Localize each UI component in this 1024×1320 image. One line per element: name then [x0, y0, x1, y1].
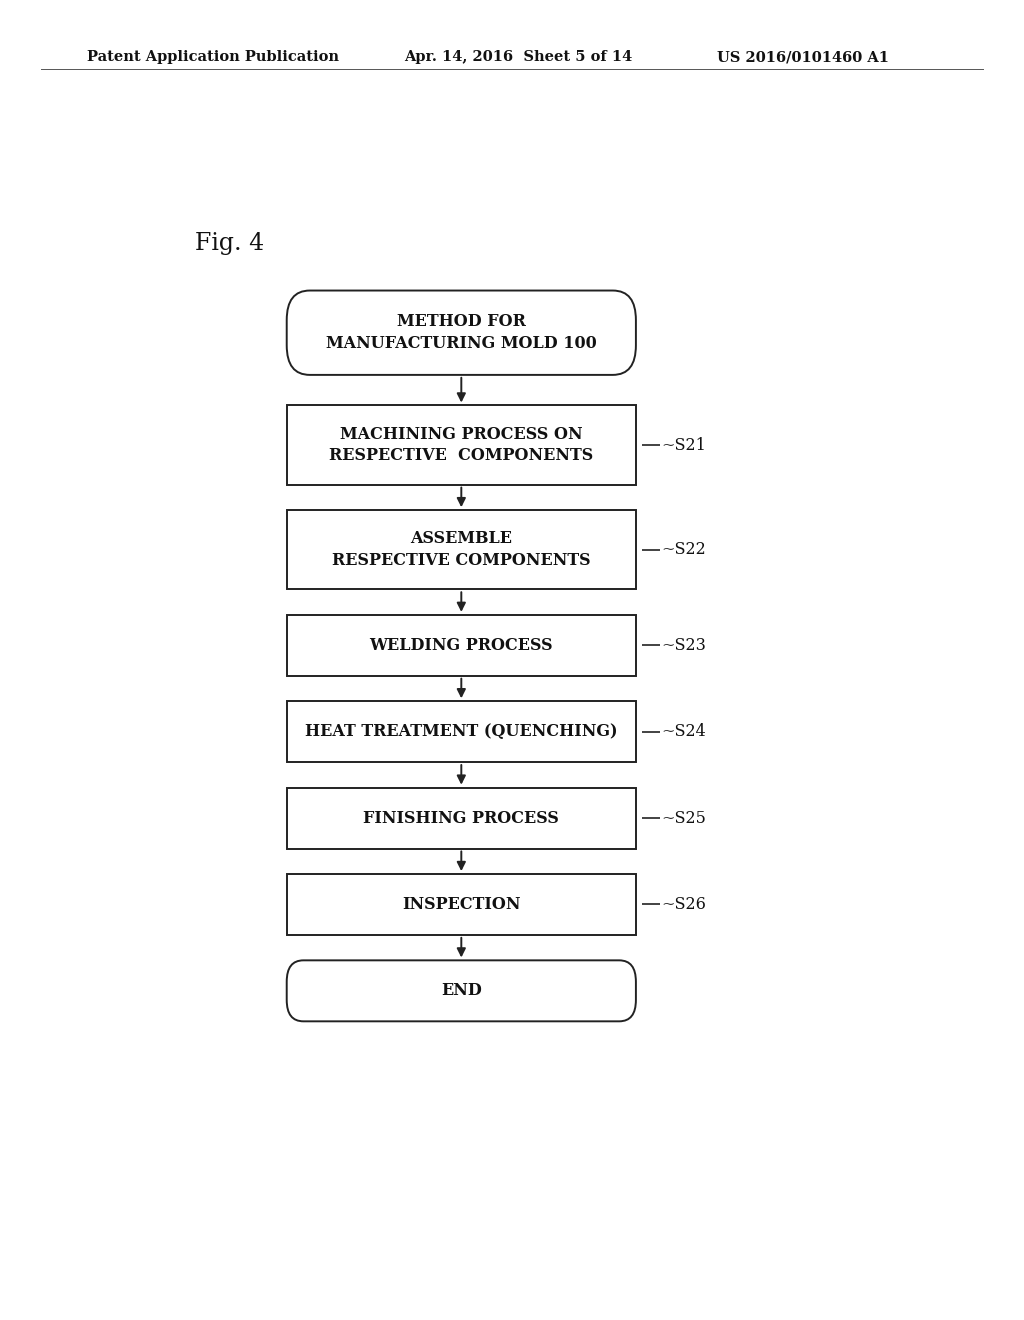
Text: END: END	[441, 982, 481, 999]
Text: MACHINING PROCESS ON
RESPECTIVE  COMPONENTS: MACHINING PROCESS ON RESPECTIVE COMPONEN…	[329, 426, 594, 465]
Text: HEAT TREATMENT (QUENCHING): HEAT TREATMENT (QUENCHING)	[305, 723, 617, 741]
Text: Fig. 4: Fig. 4	[196, 231, 265, 255]
Text: ASSEMBLE
RESPECTIVE COMPONENTS: ASSEMBLE RESPECTIVE COMPONENTS	[332, 531, 591, 569]
Text: FINISHING PROCESS: FINISHING PROCESS	[364, 809, 559, 826]
Text: ~S24: ~S24	[662, 723, 707, 741]
FancyBboxPatch shape	[287, 290, 636, 375]
FancyBboxPatch shape	[287, 615, 636, 676]
FancyBboxPatch shape	[287, 510, 636, 589]
FancyBboxPatch shape	[287, 788, 636, 849]
FancyBboxPatch shape	[287, 874, 636, 935]
Text: ~S22: ~S22	[662, 541, 707, 558]
Text: Apr. 14, 2016  Sheet 5 of 14: Apr. 14, 2016 Sheet 5 of 14	[404, 50, 633, 65]
Text: ~S23: ~S23	[662, 636, 707, 653]
FancyBboxPatch shape	[287, 961, 636, 1022]
Text: METHOD FOR
MANUFACTURING MOLD 100: METHOD FOR MANUFACTURING MOLD 100	[326, 313, 597, 352]
FancyBboxPatch shape	[287, 701, 636, 762]
Text: INSPECTION: INSPECTION	[402, 896, 520, 913]
Text: ~S21: ~S21	[662, 437, 707, 454]
FancyBboxPatch shape	[287, 405, 636, 484]
Text: WELDING PROCESS: WELDING PROCESS	[370, 636, 553, 653]
Text: Patent Application Publication: Patent Application Publication	[87, 50, 339, 65]
Text: US 2016/0101460 A1: US 2016/0101460 A1	[717, 50, 889, 65]
Text: ~S26: ~S26	[662, 896, 707, 913]
Text: ~S25: ~S25	[662, 809, 707, 826]
